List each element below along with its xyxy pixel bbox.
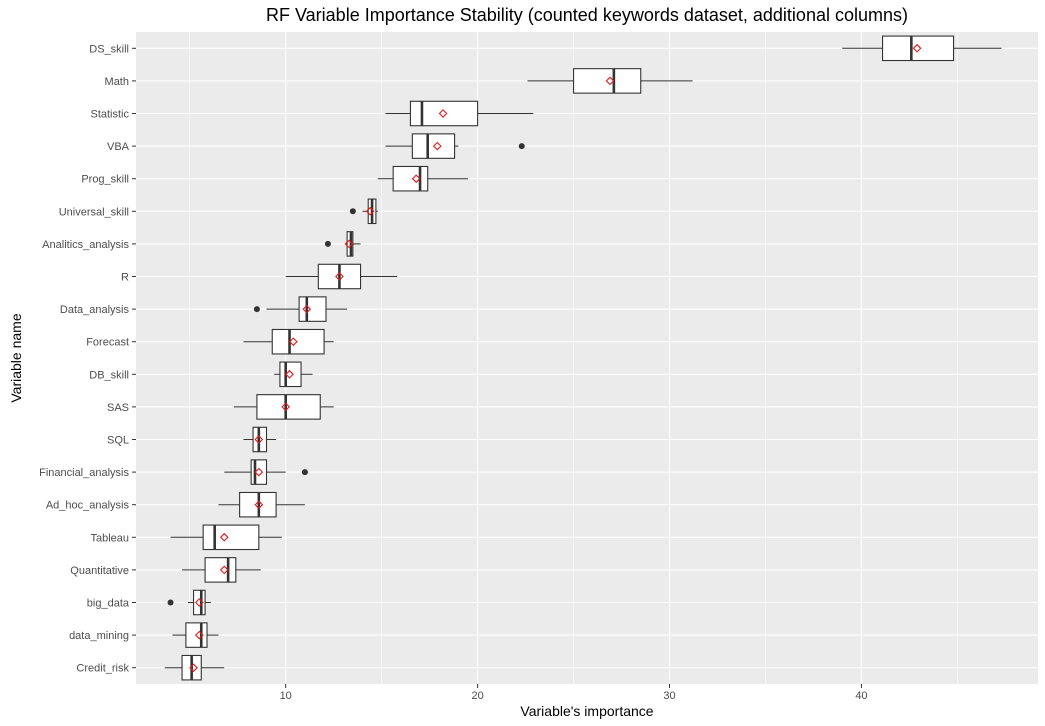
mean-marker — [285, 369, 294, 379]
mean-marker — [219, 532, 229, 542]
y-tick-label: Financial_analysis — [39, 467, 129, 479]
mean-marker — [605, 76, 615, 86]
y-tick-label: Math — [105, 76, 129, 88]
x-tick-label: 10 — [280, 690, 292, 702]
y-tick-label: Quantitative — [70, 565, 129, 577]
box-Forecast — [243, 328, 334, 355]
x-tick-label: 40 — [855, 690, 867, 702]
box-series — [164, 35, 1002, 681]
mean-marker — [281, 402, 291, 412]
x-tick-label: 30 — [663, 690, 675, 702]
y-tick-label: Credit_risk — [76, 663, 129, 675]
y-tick-label: Prog_skill — [81, 174, 129, 186]
y-tick-label: Forecast — [86, 337, 129, 349]
box-DB_skill — [274, 361, 313, 388]
y-tick-label: Tableau — [90, 532, 129, 544]
box-big_data — [167, 589, 211, 616]
box-Financial_analysis — [224, 459, 308, 485]
mean-marker — [254, 467, 264, 477]
y-tick-label: R — [121, 272, 129, 284]
y-tick-label: SQL — [107, 435, 129, 447]
box-R — [285, 263, 398, 290]
iqr-box — [271, 328, 325, 355]
box-Tableau — [170, 524, 282, 551]
x-axis-title: Variable's importance — [520, 703, 653, 719]
box-Ad_hoc_analysis — [218, 491, 305, 518]
outlier-point — [253, 306, 260, 313]
box-DS_skill — [842, 35, 1002, 62]
iqr-box — [392, 165, 429, 192]
mean-marker — [219, 565, 229, 575]
box-SQL — [243, 426, 277, 453]
y-tick-label: VBA — [107, 141, 130, 153]
outlier-point — [301, 469, 308, 476]
outlier-point — [324, 240, 331, 247]
box-Credit_risk — [164, 654, 225, 681]
iqr-box — [250, 459, 268, 485]
y-axis-title: Variable name — [8, 313, 24, 402]
mean-marker — [194, 630, 204, 640]
box-Quantitative — [182, 557, 261, 583]
iqr-box — [409, 100, 479, 127]
y-tick-label: Ad_hoc_analysis — [46, 500, 130, 512]
gridlines — [136, 32, 1038, 684]
mean-marker — [302, 304, 312, 314]
box-Prog_skill — [377, 165, 469, 192]
outlier-point — [167, 599, 174, 606]
mean-marker — [194, 598, 204, 607]
y-tick-label: Analitics_analysis — [42, 239, 129, 251]
x-axis: 10 20 30 40 — [280, 684, 868, 702]
y-tick-label: SAS — [107, 402, 129, 414]
mean-marker — [288, 337, 298, 347]
box-Data_analysis — [253, 296, 348, 322]
box-data_mining — [172, 622, 219, 648]
chart-title: RF Variable Importance Stability (counte… — [266, 5, 908, 25]
box-Analitics_analysis — [324, 231, 361, 257]
box-Math — [527, 68, 693, 94]
mean-marker — [344, 239, 354, 249]
iqr-box — [202, 524, 260, 551]
mean-marker — [438, 109, 448, 118]
y-tick-label: Data_analysis — [60, 304, 130, 316]
y-tick-label: DB_skill — [89, 369, 129, 381]
y-tick-label: Universal_skill — [59, 206, 129, 218]
mean-marker — [189, 663, 198, 673]
box-Statistic — [385, 100, 534, 127]
y-tick-label: DS_skill — [89, 43, 129, 55]
box-Universal_skill — [349, 198, 378, 225]
y-tick-label: Statistic — [90, 109, 129, 121]
mean-marker — [411, 174, 421, 184]
iqr-box — [279, 361, 302, 388]
outlier-point — [349, 208, 356, 215]
box-SAS — [233, 394, 334, 420]
mean-marker — [335, 272, 344, 281]
iqr-box — [193, 589, 206, 616]
outlier-point — [518, 143, 525, 150]
box-VBA — [385, 133, 525, 159]
iqr-box — [881, 35, 955, 62]
mean-marker — [912, 43, 922, 53]
mean-marker — [432, 141, 442, 151]
plot-panel — [136, 32, 1038, 684]
x-tick-label: 20 — [471, 690, 483, 702]
mean-marker — [254, 500, 264, 510]
mean-marker — [365, 206, 375, 216]
y-axis: DS_skill Math Statistic VBA Prog_skill Univer… — [39, 43, 136, 675]
y-tick-label: big_data — [87, 598, 130, 610]
mean-marker — [254, 435, 264, 444]
y-tick-label: data_mining — [69, 630, 129, 642]
